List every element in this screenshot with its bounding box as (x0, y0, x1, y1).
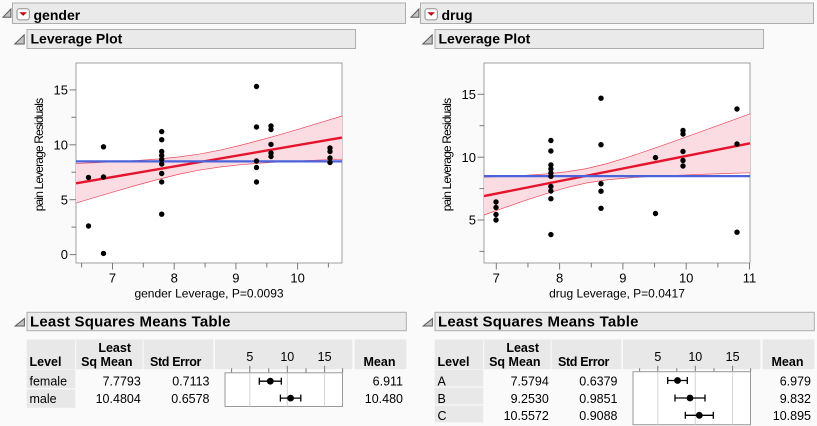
svg-text:Sq Mean: Sq Mean (81, 355, 132, 369)
svg-text:15: 15 (726, 350, 740, 364)
svg-text:10: 10 (290, 271, 304, 286)
svg-text:10.895: 10.895 (773, 409, 811, 423)
svg-text:8: 8 (171, 271, 178, 286)
svg-text:Least Squares Means Table: Least Squares Means Table (438, 314, 639, 331)
svg-text:0.9851: 0.9851 (579, 392, 617, 406)
svg-text:5: 5 (246, 350, 253, 364)
svg-text:Level: Level (438, 355, 470, 369)
svg-text:Least Squares Means Table: Least Squares Means Table (30, 314, 231, 331)
svg-text:10: 10 (280, 350, 294, 364)
svg-text:10.480: 10.480 (365, 392, 403, 406)
svg-text:9.832: 9.832 (780, 392, 811, 406)
svg-text:9.2530: 9.2530 (511, 392, 549, 406)
svg-text:C: C (438, 409, 447, 423)
svg-text:0.9088: 0.9088 (579, 409, 617, 423)
svg-text:7.5794: 7.5794 (511, 374, 549, 388)
svg-text:15: 15 (54, 83, 68, 98)
svg-text:7: 7 (493, 271, 500, 286)
svg-text:10: 10 (54, 137, 68, 152)
svg-text:Least: Least (506, 341, 539, 355)
svg-text:10: 10 (679, 271, 693, 286)
svg-text:10.5572: 10.5572 (504, 409, 549, 423)
svg-text:female: female (30, 375, 68, 389)
svg-text:0: 0 (61, 247, 68, 262)
svg-text:11: 11 (743, 271, 757, 286)
svg-text:pain Leverage Residuals: pain Leverage Residuals (32, 98, 46, 211)
svg-text:drug: drug (442, 7, 473, 23)
svg-text:6.979: 6.979 (780, 374, 811, 388)
svg-text:Leverage Plot: Leverage Plot (31, 31, 123, 47)
svg-text:pain Leverage Residuals: pain Leverage Residuals (440, 98, 454, 211)
svg-text:Std Error: Std Error (558, 355, 610, 369)
svg-text:5: 5 (61, 192, 68, 207)
svg-text:6.911: 6.911 (373, 375, 403, 389)
svg-text:0.7113: 0.7113 (172, 375, 209, 389)
svg-text:7: 7 (109, 271, 116, 286)
svg-text:Least: Least (98, 341, 131, 355)
svg-text:9: 9 (232, 271, 239, 286)
svg-text:5: 5 (654, 350, 661, 364)
svg-text:0.6578: 0.6578 (171, 392, 209, 406)
svg-text:9: 9 (619, 271, 626, 286)
svg-text:10.4804: 10.4804 (96, 392, 141, 406)
svg-text:8: 8 (556, 271, 563, 286)
svg-text:gender: gender (34, 7, 81, 23)
svg-text:A: A (438, 374, 447, 388)
svg-text:gender Leverage, P=0.0093: gender Leverage, P=0.0093 (134, 287, 283, 301)
svg-text:Sq Mean: Sq Mean (489, 355, 540, 369)
svg-text:5: 5 (469, 213, 476, 228)
svg-text:Leverage Plot: Leverage Plot (439, 31, 531, 47)
svg-text:7.7793: 7.7793 (103, 375, 141, 389)
svg-text:10: 10 (462, 150, 476, 165)
svg-text:male: male (30, 392, 57, 406)
svg-text:15: 15 (462, 87, 476, 102)
svg-text:drug Leverage, P=0.0417: drug Leverage, P=0.0417 (549, 287, 685, 301)
svg-text:Mean: Mean (364, 355, 396, 369)
svg-text:Std Error: Std Error (150, 355, 202, 369)
svg-text:B: B (438, 392, 446, 406)
svg-text:Mean: Mean (772, 355, 804, 369)
svg-text:15: 15 (318, 350, 332, 364)
svg-text:Level: Level (30, 355, 62, 369)
svg-text:10: 10 (688, 350, 702, 364)
svg-text:0.6379: 0.6379 (579, 374, 617, 388)
